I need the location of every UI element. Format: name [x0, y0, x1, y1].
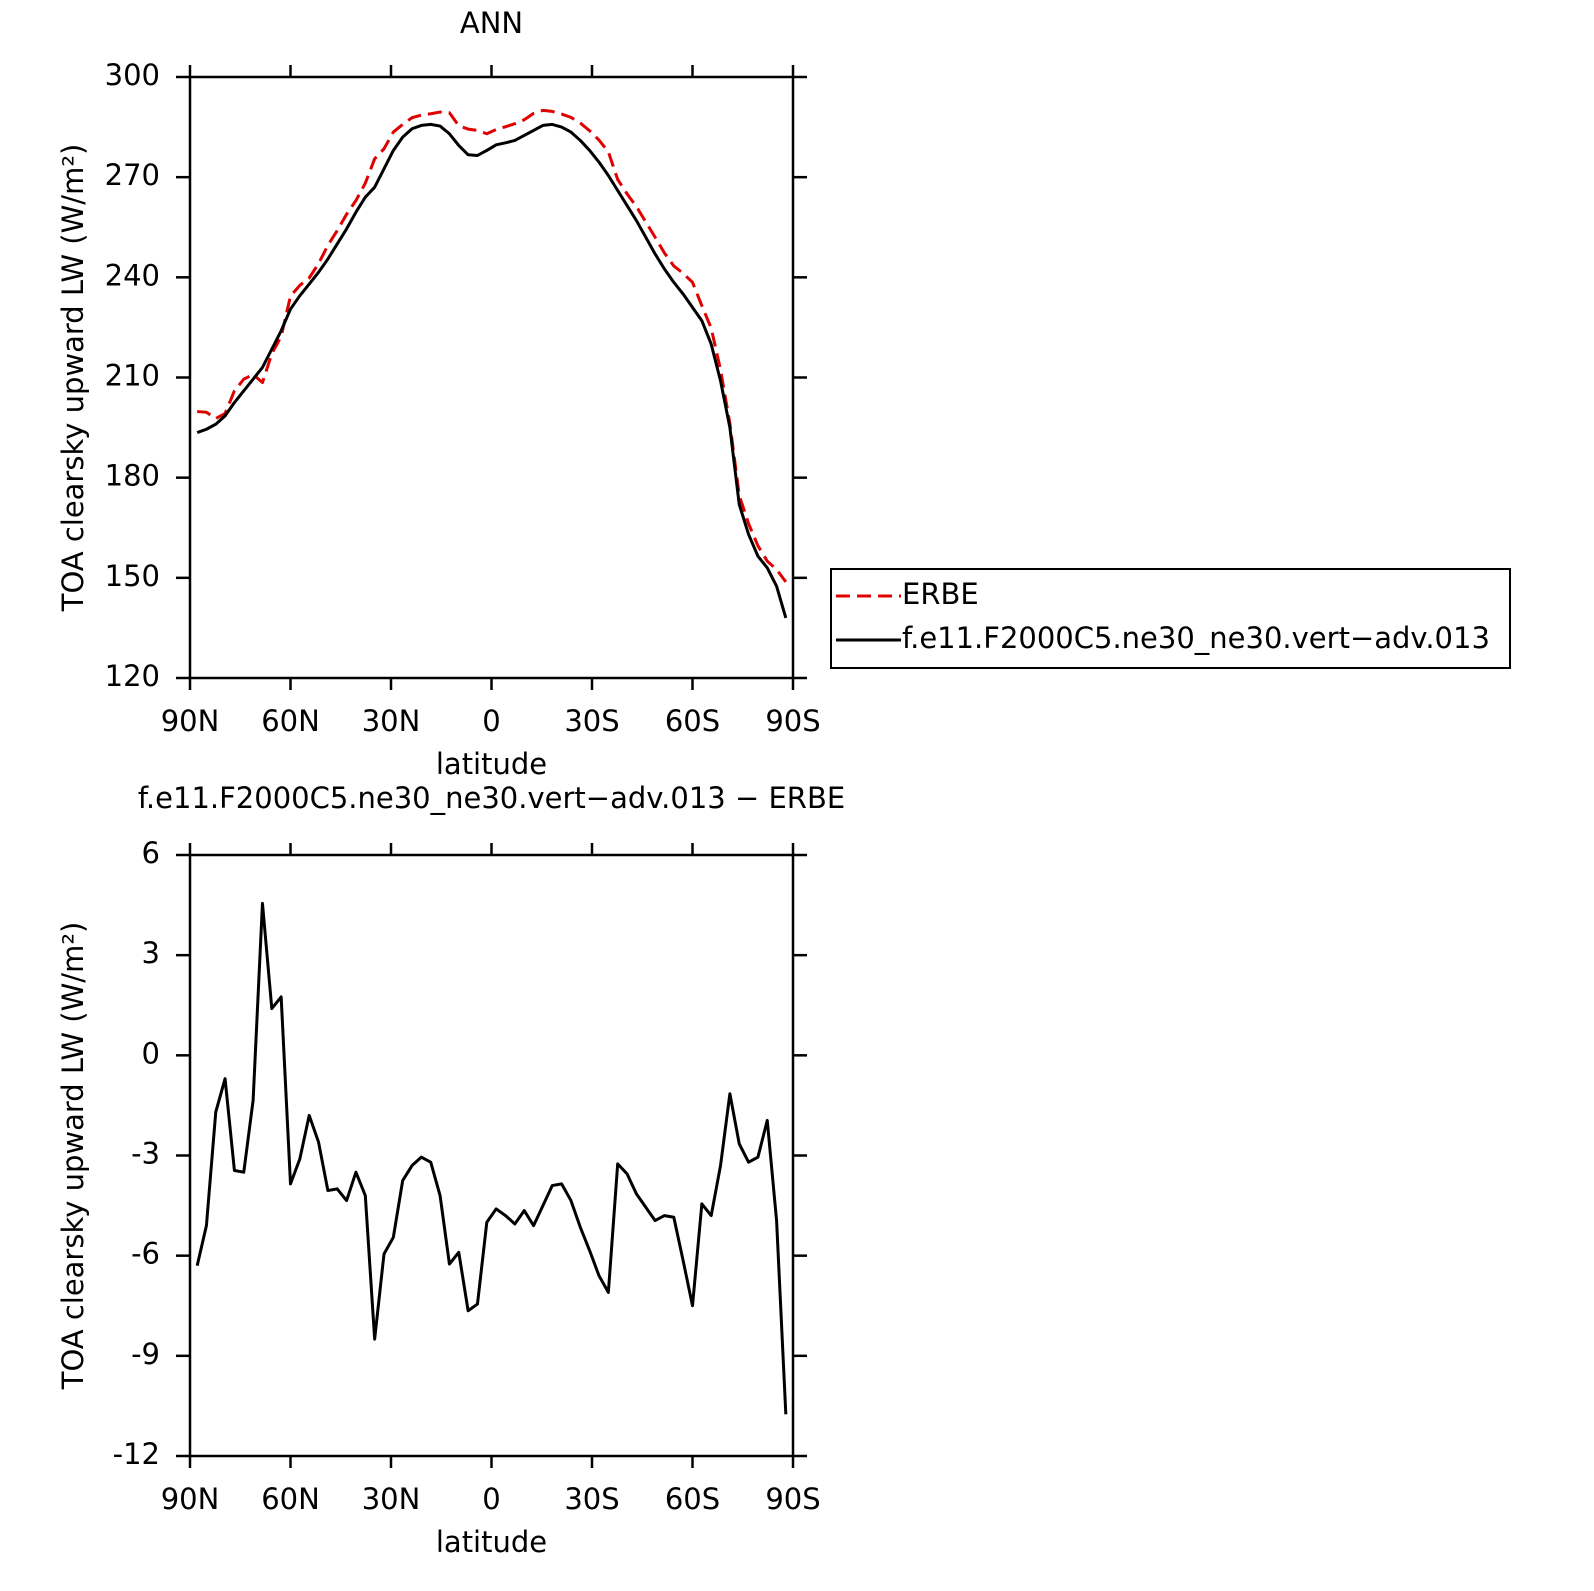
y-tick-label: 270: [105, 158, 160, 192]
x-tick-label: 60S: [665, 1482, 720, 1516]
plot-frame: [188, 853, 795, 1458]
y-tick-label: 150: [105, 559, 160, 593]
x-axis-label: latitude: [436, 1525, 547, 1559]
y-tick-label: 300: [105, 58, 160, 92]
y-tick-label: -3: [131, 1137, 160, 1171]
data-line: [197, 108, 788, 583]
x-tick-label: 0: [482, 704, 500, 738]
y-tick-label: 210: [105, 359, 160, 393]
y-tick-label: 240: [105, 258, 160, 292]
legend-label: ERBE: [902, 577, 979, 611]
x-tick-label: 30S: [564, 704, 619, 738]
y-tick-label: -12: [113, 1437, 160, 1471]
x-tick-label: 90N: [161, 1482, 220, 1516]
chart-title: ANN: [460, 6, 523, 40]
y-tick-label: -9: [131, 1337, 160, 1371]
plot-frame: [188, 75, 795, 680]
y-tick-label: 180: [105, 459, 160, 493]
x-tick-label: 60N: [261, 1482, 320, 1516]
x-tick-label: 0: [482, 1482, 500, 1516]
y-axis-label: TOA clearsky upward LW (W/m²): [56, 922, 90, 1391]
x-tick-label: 60N: [261, 704, 320, 738]
y-tick-label: 3: [142, 936, 160, 970]
y-tick-label: 120: [105, 659, 160, 693]
x-tick-label: 60S: [665, 704, 720, 738]
x-axis-label: latitude: [436, 747, 547, 781]
y-tick-label: 6: [142, 836, 160, 870]
x-tick-label: 90S: [765, 1482, 820, 1516]
x-tick-label: 90N: [161, 704, 220, 738]
y-axis-label: TOA clearsky upward LW (W/m²): [56, 144, 90, 613]
data-line: [195, 901, 788, 1415]
x-tick-label: 30S: [564, 1482, 619, 1516]
y-tick-label: -6: [131, 1237, 160, 1271]
legend-label: f.e11.F2000C5.ne30_ne30.vert−adv.013: [902, 621, 1490, 655]
x-tick-label: 90S: [765, 704, 820, 738]
y-tick-label: 0: [142, 1036, 160, 1070]
data-line: [196, 122, 788, 619]
x-tick-label: 30N: [362, 704, 421, 738]
chart-title: f.e11.F2000C5.ne30_ne30.vert−adv.013 − E…: [138, 781, 845, 815]
x-tick-label: 30N: [362, 1482, 421, 1516]
legend-box: [830, 568, 1511, 669]
